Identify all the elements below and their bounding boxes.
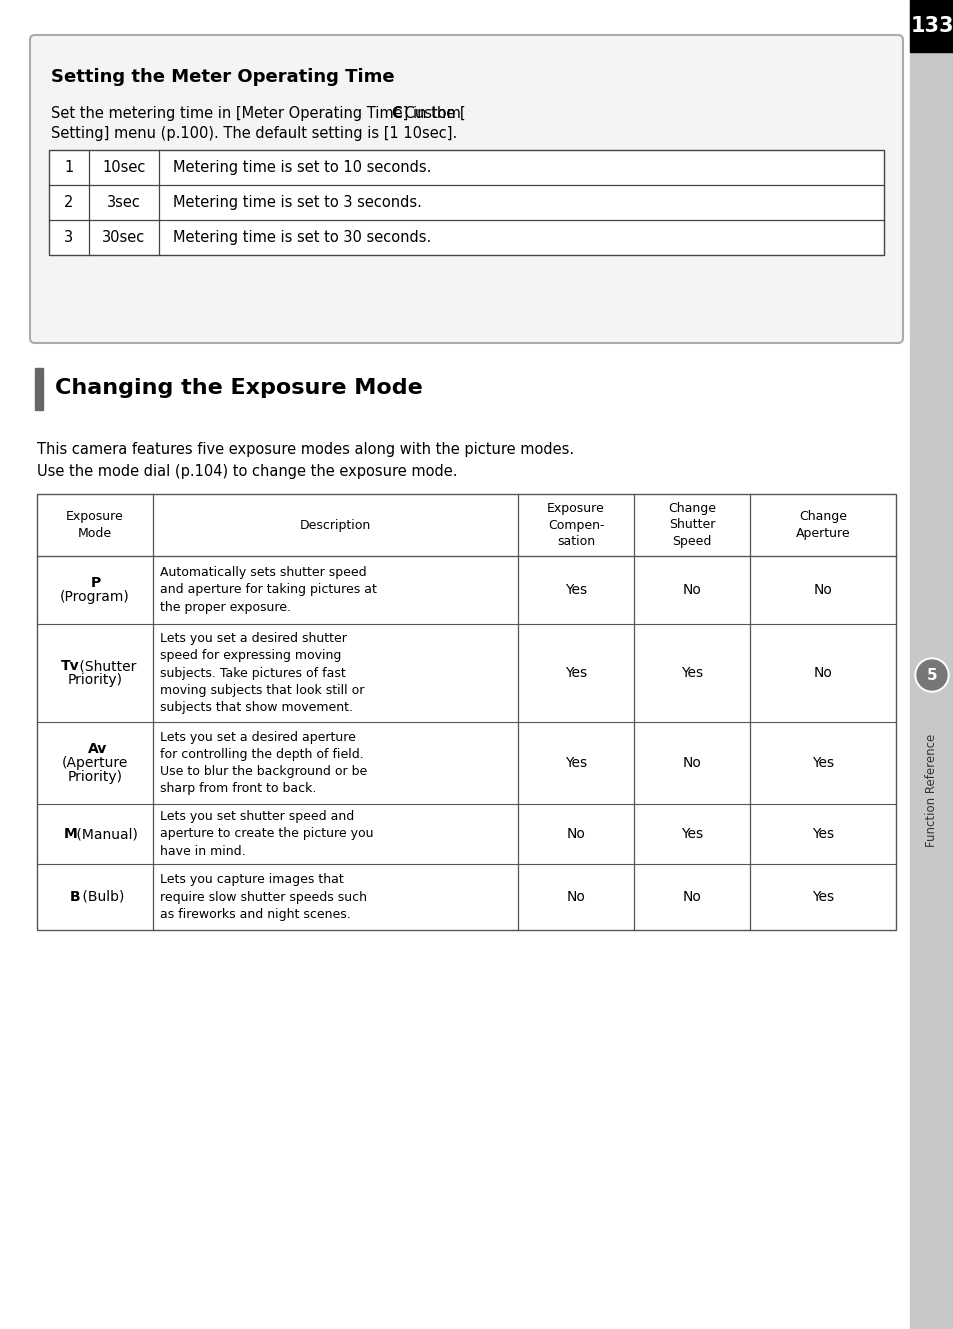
Text: This camera features five exposure modes along with the picture modes.
Use the m: This camera features five exposure modes… [37,443,574,478]
Text: Automatically sets shutter speed
and aperture for taking pictures at
the proper : Automatically sets shutter speed and ape… [160,566,376,614]
Text: Tv: Tv [60,659,79,672]
Text: No: No [681,583,700,597]
Text: C: C [391,106,402,121]
Text: Priority): Priority) [68,769,122,784]
Text: Yes: Yes [564,583,586,597]
Text: (Aperture: (Aperture [62,756,128,769]
Text: Priority): Priority) [68,672,122,687]
Text: Function Reference: Function Reference [924,734,938,847]
Text: Yes: Yes [680,827,702,841]
Text: Metering time is set to 10 seconds.: Metering time is set to 10 seconds. [172,159,431,175]
Text: Lets you set a desired shutter
speed for expressing moving
subjects. Take pictur: Lets you set a desired shutter speed for… [160,633,364,714]
Text: Yes: Yes [564,666,586,680]
Text: (Manual): (Manual) [71,827,137,841]
Bar [35,368,43,411]
Text: No: No [813,666,832,680]
Text: 3sec: 3sec [107,195,141,210]
Text: No: No [813,583,832,597]
Text: 133: 133 [909,16,953,36]
Text: Lets you capture images that
require slow shutter speeds such
as fireworks and n: Lets you capture images that require slo… [160,873,367,921]
Text: Yes: Yes [680,666,702,680]
Text: Lets you set shutter speed and
aperture to create the picture you
have in mind.: Lets you set shutter speed and aperture … [160,811,373,857]
Text: Changing the Exposure Mode: Changing the Exposure Mode [55,377,422,397]
Text: (Program): (Program) [60,590,130,603]
Text: 3: 3 [65,230,73,245]
Text: No: No [681,756,700,769]
Text: Yes: Yes [811,756,833,769]
Text: No: No [566,890,585,904]
Text: 30sec: 30sec [102,230,146,245]
Text: Description: Description [299,518,371,532]
Bar [49,150,883,255]
Text: Custom: Custom [399,106,460,121]
FancyBboxPatch shape [30,35,902,343]
Text: Setting] menu (p.100). The default setting is [1 10sec].: Setting] menu (p.100). The default setti… [51,126,456,141]
Text: Metering time is set to 30 seconds.: Metering time is set to 30 seconds. [172,230,431,245]
Text: 2: 2 [64,195,73,210]
Text: Yes: Yes [811,827,833,841]
Circle shape [916,661,946,690]
Text: (Bulb): (Bulb) [77,890,124,904]
Text: Yes: Yes [811,890,833,904]
Bar [37,494,895,930]
Text: Lets you set a desired aperture
for controlling the depth of field.
Use to blur : Lets you set a desired aperture for cont… [160,731,367,795]
Text: (Shutter: (Shutter [75,659,136,672]
Text: Set the metering time in [Meter Operating Time] in the [: Set the metering time in [Meter Operatin… [51,106,465,121]
Text: 1: 1 [64,159,73,175]
Circle shape [914,658,948,692]
Text: B: B [71,890,81,904]
Text: Change
Shutter
Speed: Change Shutter Speed [667,502,716,548]
Text: Exposure
Mode: Exposure Mode [66,510,124,540]
Bar [909,0,953,1329]
Text: 10sec: 10sec [102,159,146,175]
Text: Av: Av [88,742,107,756]
Text: 5: 5 [925,667,937,683]
Text: M: M [64,827,78,841]
Text: Yes: Yes [564,756,586,769]
Text: Setting the Meter Operating Time: Setting the Meter Operating Time [51,68,395,86]
Text: Change
Aperture: Change Aperture [795,510,849,540]
Text: Exposure
Compen-
sation: Exposure Compen- sation [547,502,604,548]
Text: No: No [566,827,585,841]
Text: Metering time is set to 3 seconds.: Metering time is set to 3 seconds. [172,195,421,210]
Text: No: No [681,890,700,904]
Text: P: P [91,575,101,590]
Bar [909,0,953,52]
